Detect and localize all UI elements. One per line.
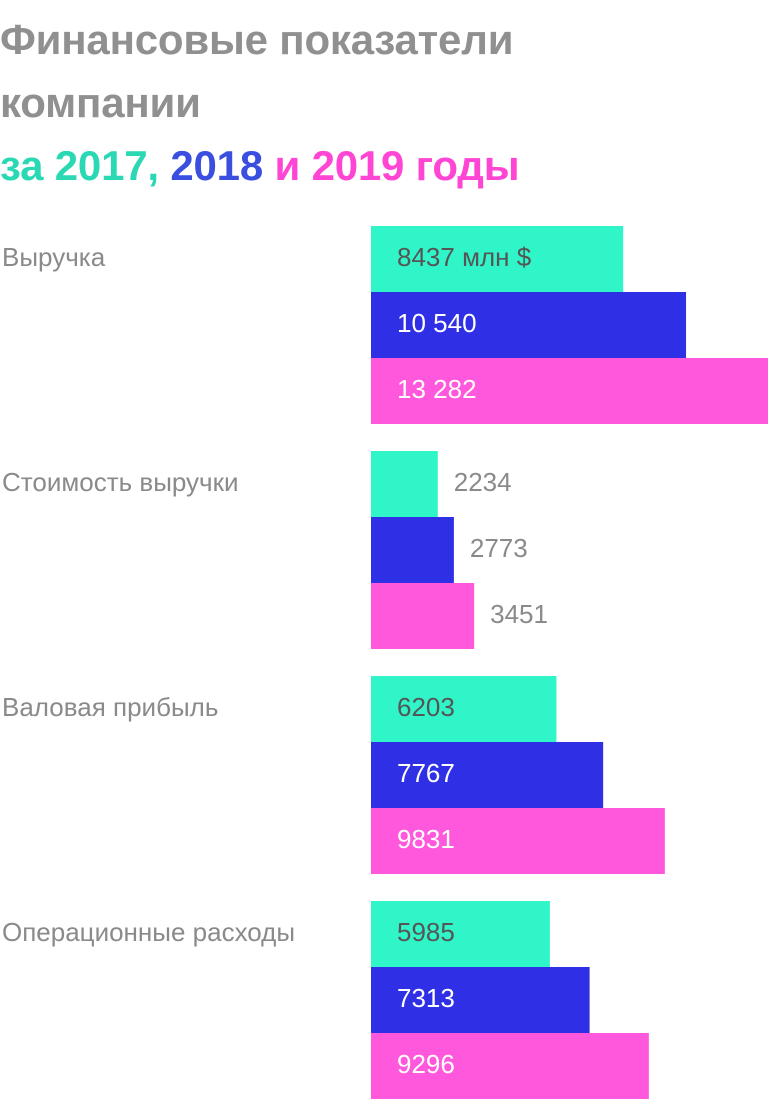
bar-2018 [371,517,454,583]
bar-2019 [371,1033,649,1099]
bar-2019 [371,808,665,874]
bar-2018 [371,967,590,1033]
chart-title: Финансовые показатели компании за 2017, … [0,8,768,197]
value-label: 8437 млн $ [397,242,532,272]
title-line-1: Финансовые показатели [0,16,514,63]
title-year-2018: 2018 [170,142,263,189]
value-label: 9296 [397,1049,455,1079]
bar-2017 [371,676,557,742]
value-label: 7767 [397,758,455,788]
category-label: Стоимость выручки [2,467,239,497]
value-label: 9831 [397,824,455,854]
bar-2019 [371,358,768,424]
value-label: 2234 [454,467,512,497]
category-label: Выручка [2,242,106,272]
value-label: 13 282 [397,374,477,404]
category-label: Валовая прибыль [2,692,218,722]
title-conjunction: и [263,142,312,189]
title-line-2: компании [0,79,201,126]
value-label: 2773 [470,533,528,563]
value-label: 7313 [397,983,455,1013]
title-year-2019: 2019 годы [311,142,520,189]
bar-2018 [371,292,687,358]
value-label: 10 540 [397,308,477,338]
value-label: 6203 [397,692,455,722]
bar-2017 [371,451,438,517]
bar-2017 [371,901,550,967]
bar-2018 [371,742,604,808]
bar-2017 [371,226,624,292]
category-label: Операционные расходы [2,917,295,947]
value-label: 3451 [490,599,548,629]
title-prefix: за [0,142,55,189]
value-label: 5985 [397,917,455,947]
bar-2019 [371,583,475,649]
title-year-2017: 2017, [54,142,159,189]
title-line-3: за 2017, 2018 и 2019 годы [0,134,768,197]
